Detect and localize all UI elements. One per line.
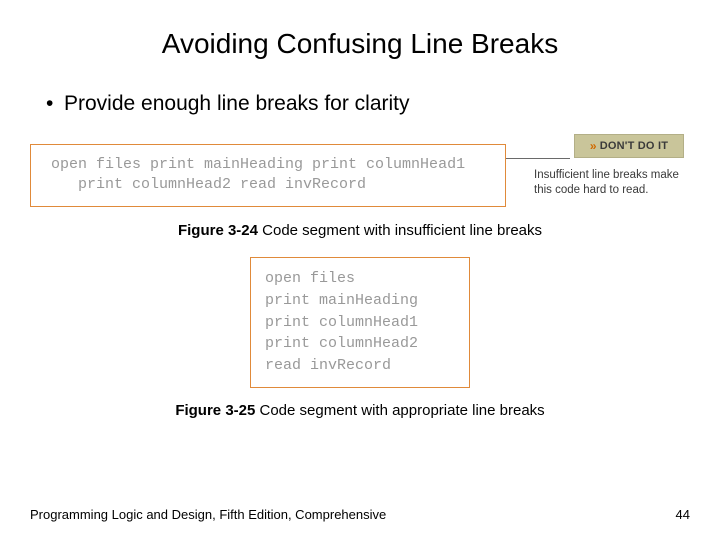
figure-1-caption: Figure 3-24 Code segment with insufficie… xyxy=(0,222,720,239)
figure-label: Figure 3-25 xyxy=(175,402,255,419)
page-number: 44 xyxy=(676,507,690,522)
figure-caption-text: Code segment with insufficient line brea… xyxy=(258,222,542,239)
bullet-text: Provide enough line breaks for clarity xyxy=(64,92,410,115)
code-box-good: open files print mainHeading print colum… xyxy=(250,257,470,388)
code-box-bad: open files print mainHeading print colum… xyxy=(30,144,506,207)
slide-footer: Programming Logic and Design, Fifth Edit… xyxy=(30,507,690,522)
figure-label: Figure 3-24 xyxy=(178,222,258,239)
badge-label: DON'T DO IT xyxy=(600,140,668,152)
code-line: open files print mainHeading print colum… xyxy=(51,155,493,175)
figure-caption-text: Code segment with appropriate line break… xyxy=(255,402,544,419)
callout-leader-line xyxy=(506,158,570,159)
figure-1: open files print mainHeading print colum… xyxy=(30,134,690,212)
chevron-icon: » xyxy=(590,139,597,153)
code-block: open files print mainHeading print colum… xyxy=(265,268,455,377)
code-line: print columnHead2 read invRecord xyxy=(51,175,493,195)
figure-2-caption: Figure 3-25 Code segment with appropriat… xyxy=(0,402,720,419)
bullet-item: •Provide enough line breaks for clarity xyxy=(0,92,720,116)
dont-do-it-badge: »DON'T DO IT xyxy=(574,134,684,158)
slide-title: Avoiding Confusing Line Breaks xyxy=(0,0,720,92)
callout-text: Insufficient line breaks make this code … xyxy=(534,168,684,198)
bullet-marker: • xyxy=(46,92,64,116)
footer-source: Programming Logic and Design, Fifth Edit… xyxy=(30,507,386,522)
